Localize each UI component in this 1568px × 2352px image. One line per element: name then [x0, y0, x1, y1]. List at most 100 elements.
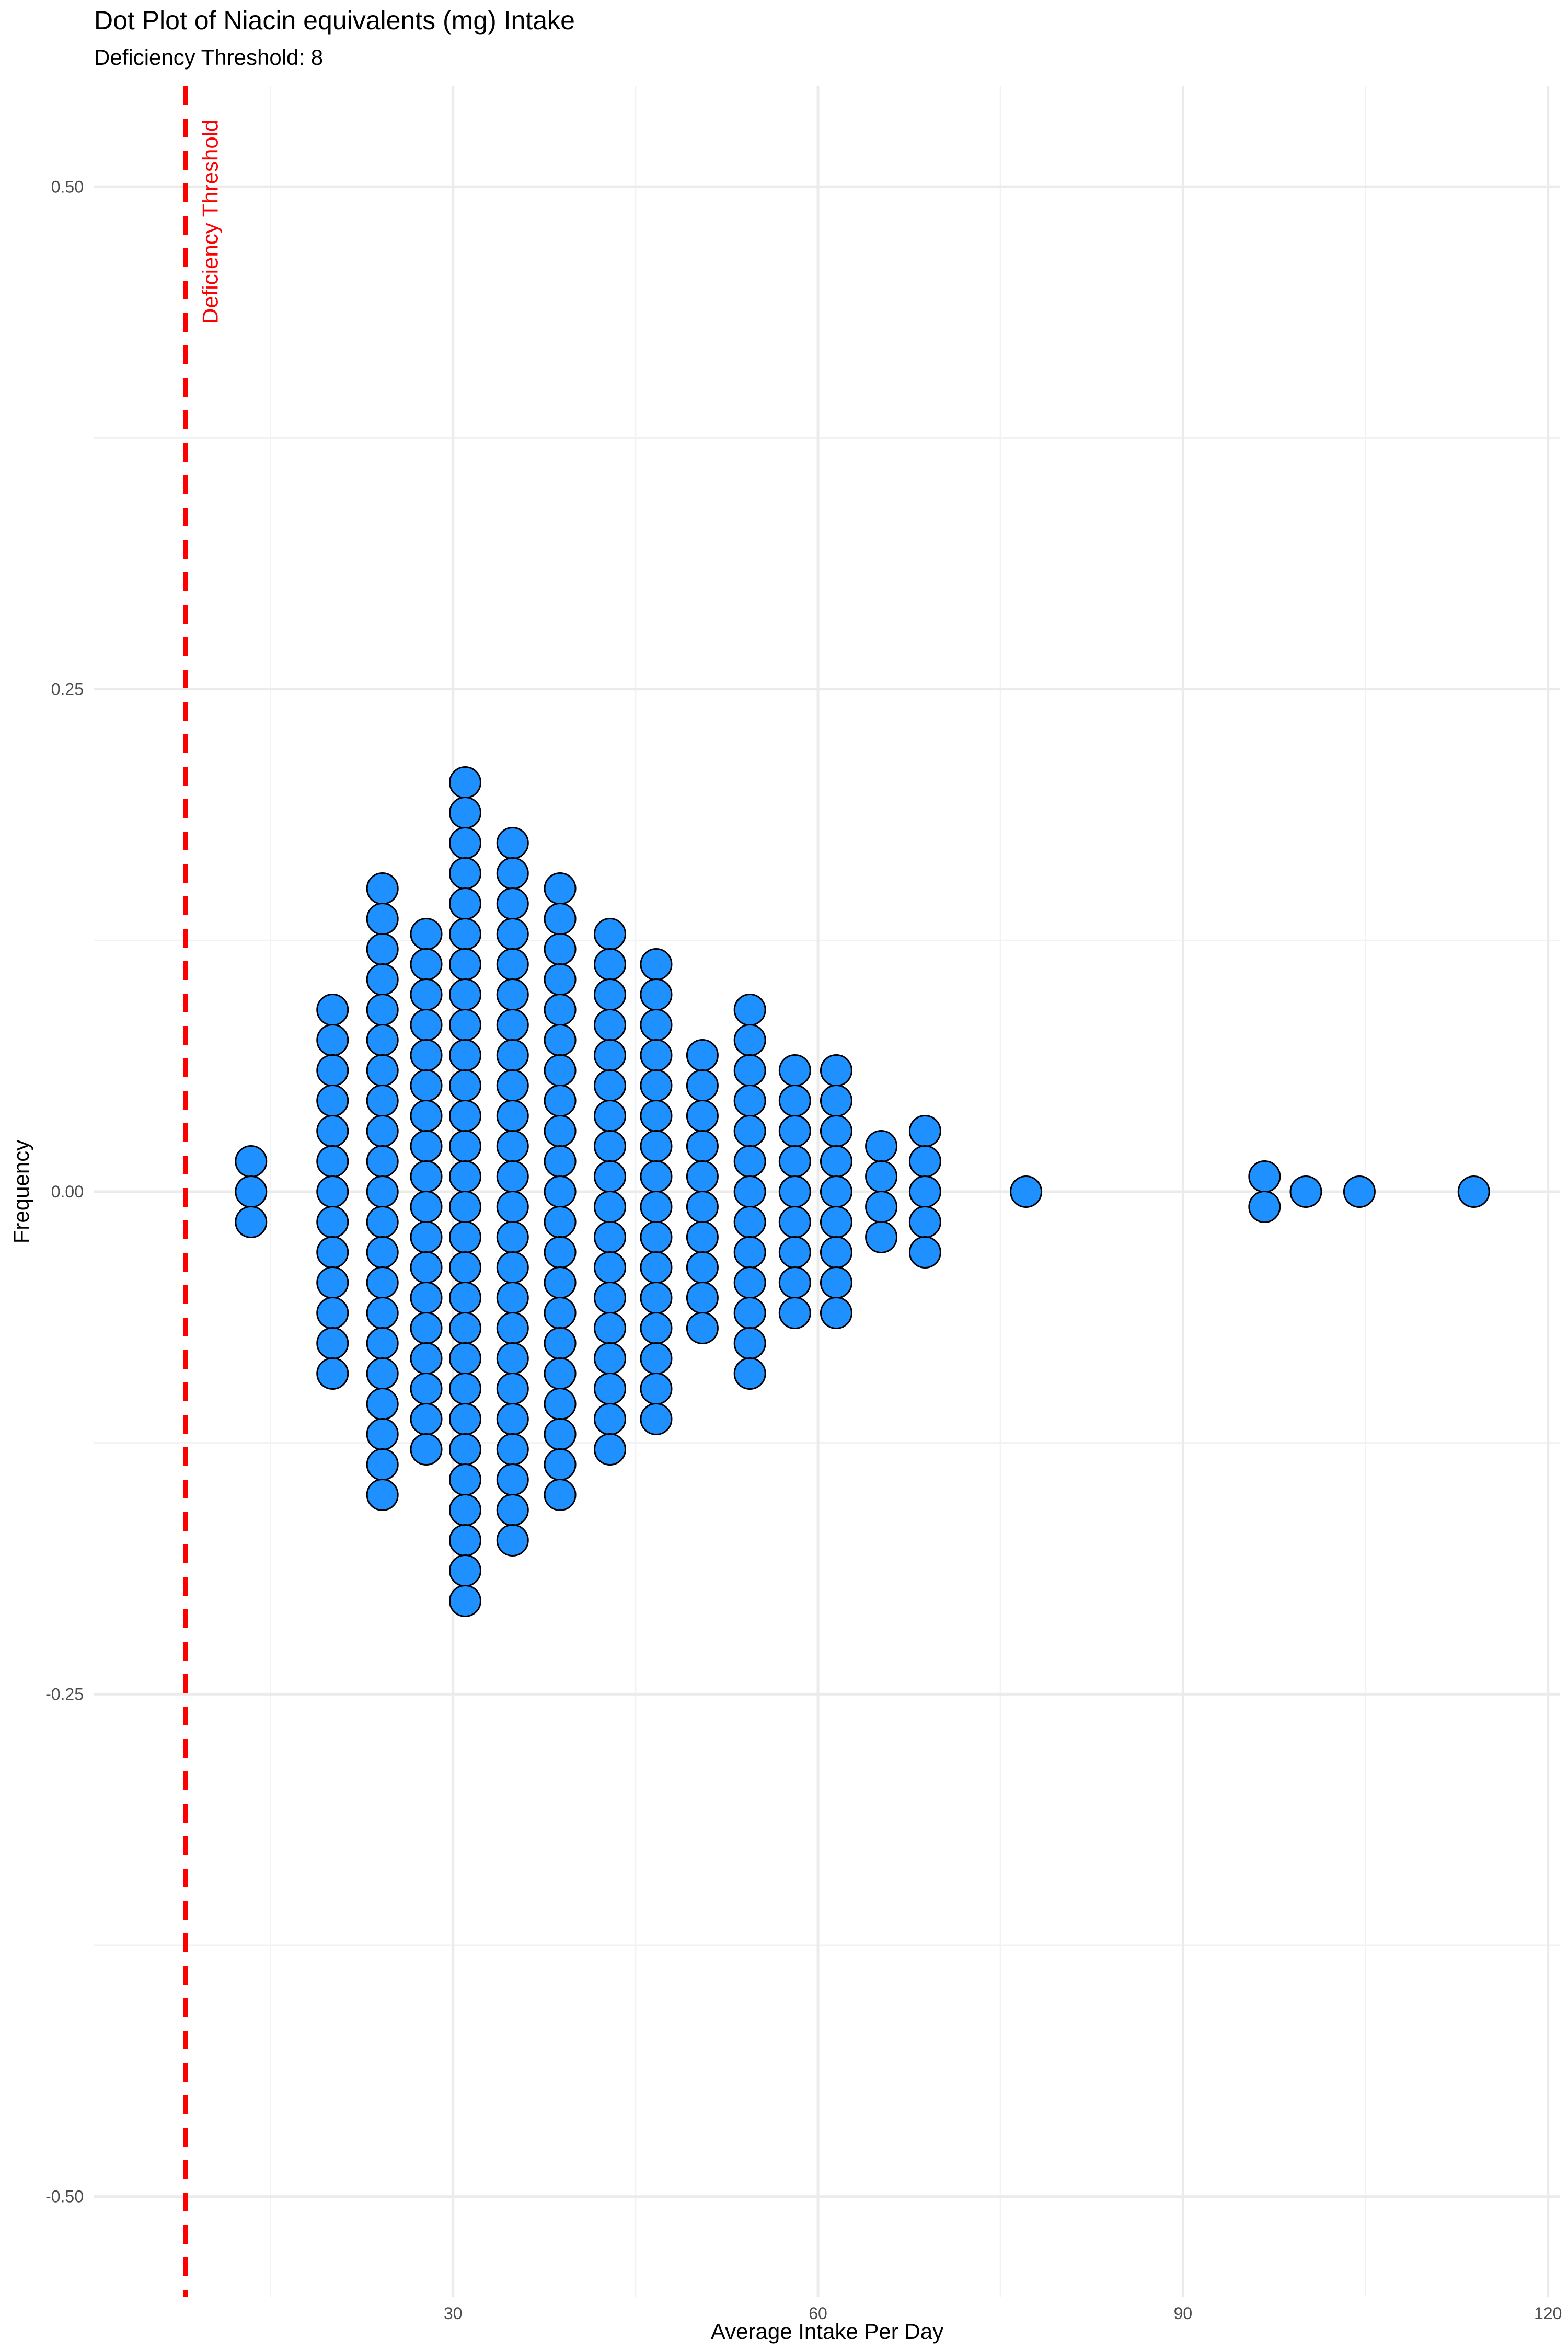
- data-dot: [544, 963, 577, 996]
- data-dot: [820, 1115, 852, 1147]
- data-dot: [410, 1009, 443, 1041]
- y-tick-label: 0.50: [51, 177, 84, 196]
- data-dot: [448, 1251, 481, 1284]
- data-dot: [544, 1236, 577, 1269]
- data-dot: [593, 948, 626, 981]
- data-dot: [448, 1524, 481, 1557]
- data-dot: [496, 1130, 529, 1162]
- data-dot: [496, 1433, 529, 1466]
- data-dot: [640, 1282, 673, 1314]
- data-dot: [410, 1251, 443, 1284]
- data-dot: [544, 903, 577, 935]
- data-dot: [448, 797, 481, 829]
- data-dot: [640, 1009, 673, 1041]
- data-dot: [235, 1175, 268, 1208]
- data-dot: [410, 1373, 443, 1405]
- data-dot: [366, 1145, 399, 1178]
- data-dot: [366, 1175, 399, 1208]
- data-dot: [733, 1054, 766, 1087]
- data-dot: [448, 1009, 481, 1041]
- data-dot: [496, 1282, 529, 1314]
- data-dot: [733, 1145, 766, 1178]
- data-dot: [593, 1373, 626, 1405]
- data-dot: [448, 1433, 481, 1466]
- data-dot: [593, 918, 626, 950]
- data-dot: [593, 1342, 626, 1375]
- data-dot: [496, 948, 529, 981]
- data-dot: [366, 1054, 399, 1087]
- data-dot: [496, 1312, 529, 1344]
- data-dot: [496, 918, 529, 950]
- data-dot: [733, 1327, 766, 1359]
- data-dot: [496, 1251, 529, 1284]
- data-dot: [640, 1160, 673, 1193]
- data-dot: [448, 1100, 481, 1132]
- data-dot: [778, 1115, 811, 1147]
- data-dot: [865, 1191, 898, 1223]
- data-dot: [593, 1100, 626, 1132]
- data-dot: [544, 872, 577, 905]
- data-dot: [366, 1115, 399, 1147]
- data-dot: [686, 1069, 719, 1102]
- data-dot: [316, 1054, 349, 1087]
- data-dot: [316, 1357, 349, 1390]
- data-dot: [366, 963, 399, 996]
- data-dot: [448, 827, 481, 859]
- data-dot: [448, 1585, 481, 1617]
- data-dot: [366, 933, 399, 965]
- y-tick-label: -0.25: [45, 1685, 84, 1703]
- data-dot: [496, 1160, 529, 1193]
- data-dot: [820, 1145, 852, 1178]
- data-dot: [908, 1206, 941, 1238]
- data-dot: [820, 1085, 852, 1117]
- data-dot: [496, 1100, 529, 1132]
- data-dot: [733, 1085, 766, 1117]
- data-dot: [316, 1175, 349, 1208]
- data-dot: [686, 1130, 719, 1162]
- data-dot: [366, 903, 399, 935]
- data-dot: [544, 1054, 577, 1087]
- data-dot: [410, 1312, 443, 1344]
- y-axis-title: Frequency: [9, 1140, 33, 1243]
- data-dot: [366, 1085, 399, 1117]
- data-dot: [593, 1403, 626, 1435]
- data-dot: [640, 1312, 673, 1344]
- data-dot: [640, 948, 673, 981]
- data-dot: [410, 1069, 443, 1102]
- data-dot: [235, 1145, 268, 1178]
- data-dot: [778, 1085, 811, 1117]
- data-dot: [865, 1160, 898, 1193]
- data-dot: [820, 1236, 852, 1269]
- data-dot: [410, 1282, 443, 1314]
- data-dot: [593, 1039, 626, 1071]
- data-dot: [448, 1494, 481, 1526]
- data-dot: [686, 1221, 719, 1253]
- data-dot: [366, 1236, 399, 1269]
- data-dot: [544, 1266, 577, 1299]
- data-dot: [733, 1115, 766, 1147]
- x-tick-label: 90: [1174, 2304, 1193, 2323]
- data-dot: [316, 1266, 349, 1299]
- data-dot: [316, 1206, 349, 1238]
- data-dot: [544, 1024, 577, 1056]
- data-dot: [448, 1282, 481, 1314]
- data-dot: [593, 1312, 626, 1344]
- data-dot: [686, 1312, 719, 1344]
- data-dot: [448, 766, 481, 799]
- x-axis-title: Average Intake Per Day: [711, 2319, 943, 2344]
- data-dot: [366, 1206, 399, 1238]
- data-dot: [778, 1297, 811, 1329]
- data-dot: [544, 1418, 577, 1450]
- data-dot: [316, 994, 349, 1026]
- x-tick-label: 60: [809, 2304, 827, 2323]
- x-tick-label: 30: [444, 2304, 463, 2323]
- data-dot: [410, 918, 443, 950]
- y-tick-label: -0.50: [45, 2187, 84, 2206]
- data-dot: [593, 1433, 626, 1466]
- data-dot: [316, 1085, 349, 1117]
- data-dot: [908, 1236, 941, 1269]
- data-dot: [496, 1009, 529, 1041]
- data-dot: [316, 1236, 349, 1269]
- data-dot: [410, 1221, 443, 1253]
